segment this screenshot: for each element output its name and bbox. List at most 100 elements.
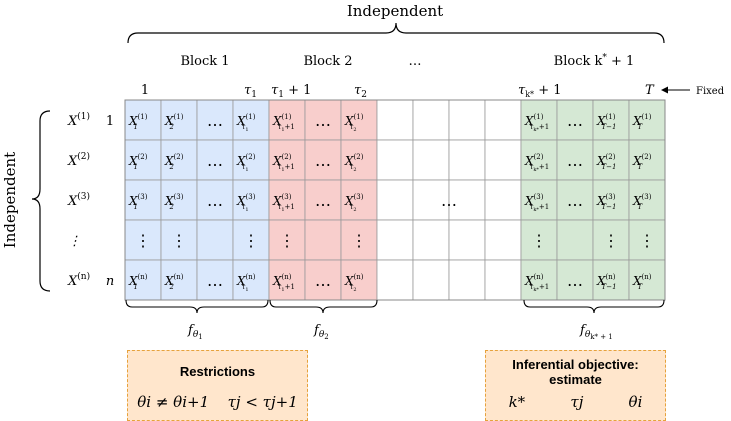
cell-entry: X(2) 2 xyxy=(164,153,184,171)
cell-entry: X(2) T−1 xyxy=(596,153,616,171)
grid-cell xyxy=(124,99,162,141)
cell-entry: X(1) 1 xyxy=(128,113,148,131)
objective-k: k* xyxy=(508,393,526,411)
vertical-ellipsis: ⋮ xyxy=(135,231,151,250)
vertical-ellipsis: ⋮ xyxy=(279,231,295,250)
grid-cell xyxy=(556,139,594,181)
grid-cell xyxy=(448,139,486,181)
cell-entry: X(1) τk*+1 xyxy=(524,113,549,133)
objective-tau: τj xyxy=(570,393,584,411)
grid-cell xyxy=(196,259,234,301)
block-label-last: Block k* + 1 xyxy=(554,53,635,69)
grid-cell xyxy=(232,139,270,181)
grid-cell xyxy=(448,219,486,261)
horizontal-ellipsis: … xyxy=(567,191,583,210)
grid-cell xyxy=(340,259,378,301)
density-label-last: fθk* + 1 xyxy=(579,323,613,341)
cell-entry: X(3) T xyxy=(632,193,652,211)
grid-cell xyxy=(160,179,198,221)
vertical-ellipsis: ⋮ xyxy=(531,231,547,250)
block-label-ellipsis: … xyxy=(409,54,422,69)
restriction-tau: τj < τj+1 xyxy=(227,393,298,411)
grid-cell xyxy=(232,99,270,141)
horizontal-ellipsis: … xyxy=(207,271,223,290)
density-label-1: fθ1 xyxy=(187,323,203,341)
side-brace-label: Independent xyxy=(1,152,19,248)
horizontal-ellipsis: … xyxy=(207,151,223,170)
grid-cell xyxy=(520,139,558,181)
cell-entry: X(2) T xyxy=(632,153,652,171)
row-index: n xyxy=(106,274,114,289)
cell-entry: X(n) 1 xyxy=(128,273,148,291)
cell-entry: X(3) τk*+1 xyxy=(524,193,549,213)
restriction-theta: θi ≠ θi+1 xyxy=(137,393,210,411)
grid-cell xyxy=(196,99,234,141)
cell-entry: X(2) τ1 xyxy=(236,153,256,173)
grid-cell xyxy=(304,259,342,301)
cell-entry: X(n) τ2 xyxy=(344,273,364,293)
horizontal-ellipsis: … xyxy=(315,151,331,170)
grid-cell xyxy=(484,219,522,261)
fixed-label: Fixed xyxy=(696,86,725,97)
grid-cell xyxy=(376,139,414,181)
grid-cell xyxy=(556,179,594,221)
grid-cell xyxy=(484,179,522,221)
grid-cell xyxy=(628,139,666,181)
grid-cell xyxy=(520,259,558,301)
row-label: X(3) xyxy=(67,191,90,209)
grid-cell xyxy=(268,259,306,301)
grid-cell xyxy=(232,179,270,221)
cell-entry: X(1) T−1 xyxy=(596,113,616,131)
grid-cell xyxy=(448,259,486,301)
vertical-ellipsis: ⋮ xyxy=(351,231,367,250)
cell-entry: X(1) T xyxy=(632,113,652,131)
bottom-brace-3 xyxy=(523,299,665,314)
cell-entry: X(n) T−1 xyxy=(596,273,617,291)
cell-entry: X(3) τ1 xyxy=(236,193,256,213)
cell-entry: X(3) τ1+1 xyxy=(272,193,295,213)
grid-cell xyxy=(520,179,558,221)
grid-cell xyxy=(376,259,414,301)
grid-cell xyxy=(556,99,594,141)
horizontal-ellipsis: … xyxy=(207,111,223,130)
row-label: X(2) xyxy=(67,151,90,169)
vertical-ellipsis: ⋮ xyxy=(243,231,259,250)
time-label-tau1: τ1 xyxy=(244,83,257,100)
cell-entry: X(3) 2 xyxy=(164,193,184,211)
bottom-braces xyxy=(125,299,665,314)
vertical-ellipsis: ⋮ xyxy=(639,231,655,250)
grid-frame xyxy=(124,99,666,301)
cell-entry: X(2) τk*+1 xyxy=(524,153,549,173)
horizontal-ellipsis: … xyxy=(567,271,583,290)
grid-cell xyxy=(196,219,234,261)
grid-cell xyxy=(376,219,414,261)
objective-title-line2: estimate xyxy=(549,372,602,387)
horizontal-ellipsis: … xyxy=(207,191,223,210)
cell-entry: X(3) τ2 xyxy=(344,193,364,213)
objective-title: Inferential objective: estimate xyxy=(486,357,665,387)
top-brace xyxy=(127,22,665,44)
cell-entry: X(2) τ1+1 xyxy=(272,153,295,173)
cell-entry: X(1) τ1+1 xyxy=(272,113,295,133)
vertical-ellipsis: ⋮ xyxy=(603,231,619,250)
top-brace-label: Independent xyxy=(347,2,443,20)
grid-cell xyxy=(412,139,450,181)
time-label-tau1-plus-1: τ1 + 1 xyxy=(271,83,311,100)
time-label-tau2: τ2 xyxy=(354,83,367,100)
grid-cell xyxy=(268,99,306,141)
grid-cell xyxy=(304,139,342,181)
grid-cell xyxy=(412,259,450,301)
grid-cell xyxy=(628,219,666,261)
time-label-T: T xyxy=(645,83,655,98)
horizontal-ellipsis: … xyxy=(315,111,331,130)
objective-box: Inferential objective: estimate k* τj θi xyxy=(485,350,666,421)
time-label-tauk-plus-1: τk* + 1 xyxy=(518,83,562,99)
grid-cell xyxy=(340,219,378,261)
grid-cell xyxy=(448,179,486,221)
grid-cell xyxy=(484,139,522,181)
grid-cell xyxy=(376,179,414,221)
row-label: X(n) xyxy=(67,271,90,289)
cell-entry: X(n) τ1 xyxy=(236,273,256,293)
row-labels: X(1) 1 X(2) X(3) ⋮ X(n) n xyxy=(67,111,114,289)
row-label: ⋮ xyxy=(68,234,81,249)
